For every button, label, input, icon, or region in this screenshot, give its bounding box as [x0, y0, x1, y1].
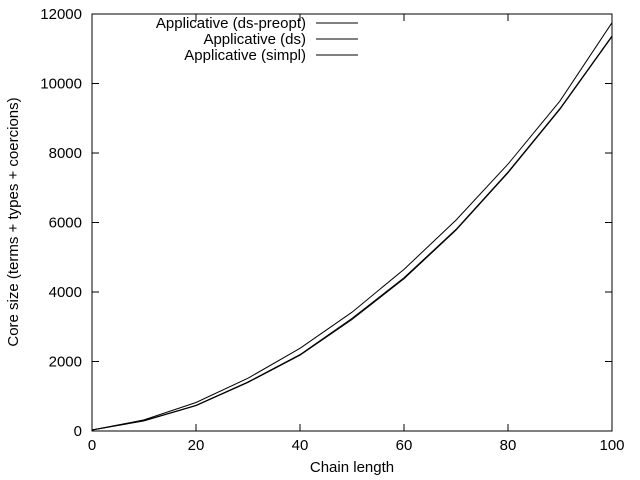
x-tick-label: 0: [88, 437, 96, 454]
plot-frame: [91, 13, 613, 432]
y-tick-label: 0: [74, 423, 82, 440]
legend-label: Applicative (simpl): [184, 47, 306, 64]
x-tick-label: 60: [396, 437, 413, 454]
x-tick-label: 100: [599, 437, 624, 454]
series-line-1: [91, 22, 613, 431]
y-tick-label: 8000: [49, 145, 82, 162]
x-tick-label: 20: [188, 437, 205, 454]
legend-label: Applicative (ds-preopt): [156, 15, 306, 32]
legend-label: Applicative (ds): [203, 31, 306, 48]
y-tick-label: 6000: [49, 215, 82, 232]
legend: Applicative (ds-preopt)Applicative (ds)A…: [156, 15, 358, 64]
series-line-2: [91, 35, 613, 431]
y-tick-label: 4000: [49, 284, 82, 301]
y-tick-label: 2000: [49, 354, 82, 371]
y-axis-label: Core size (terms + types + coercions): [5, 97, 22, 346]
series-line-3: [91, 36, 613, 431]
series-layer: [91, 22, 613, 431]
x-tick-label: 80: [500, 437, 517, 454]
y-tick-label: 10000: [40, 76, 82, 93]
x-axis-label: Chain length: [310, 459, 394, 476]
x-tick-label: 40: [292, 437, 309, 454]
ticks-layer: 0 20 40 60 80 100 0 2000 4000 6000 8000 10000 12000: [40, 6, 624, 454]
y-tick-label: 12000: [40, 6, 82, 23]
